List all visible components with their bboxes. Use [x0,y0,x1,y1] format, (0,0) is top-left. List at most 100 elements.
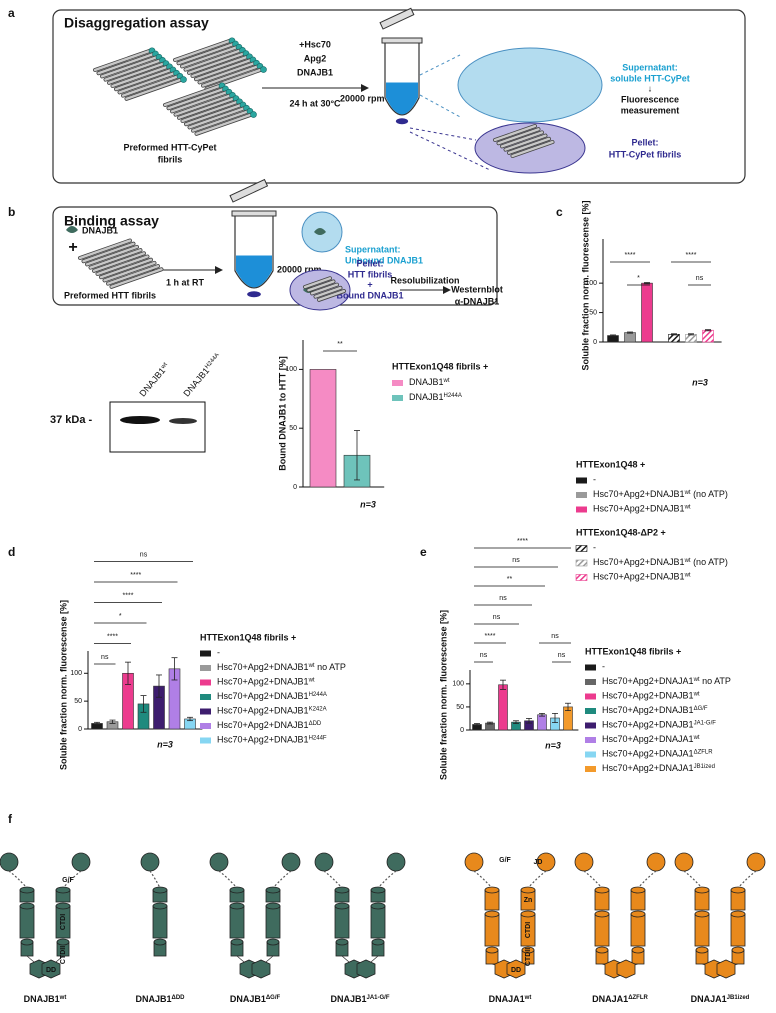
legend-swatch [585,679,596,685]
error-bar [171,657,178,681]
legend-name: Hsc70+Apg2+DNAJB1 [217,706,309,716]
legend-entry: Hsc70+Apg2+DNAJA1wt [602,734,700,744]
legend-name: - [217,648,220,658]
bar [641,282,653,343]
lane-label: DNAJB1H244A [182,352,224,399]
fibril [310,283,339,295]
domain-cylinder [694,913,710,947]
fibril [93,49,152,72]
linker [218,870,238,889]
legend-entry: DNAJB1wt [409,377,450,387]
fibril [188,106,246,129]
legend-swatch [575,545,588,552]
readout: α-DNAJB1 [455,296,500,306]
mw-marker: 37 kDa - [50,414,93,426]
legend-suffix: no ATP [700,676,731,686]
j-domain [140,852,160,872]
legend-entry: - [602,662,605,672]
legend-sup: JB1ized [694,764,715,770]
fibril [170,90,229,113]
connector [409,127,477,141]
error-bar [487,721,493,725]
construct-label: DNAJB1ΔG/F [230,994,281,1004]
legend-name: Hsc70+Apg2+DNAJB1 [602,705,694,715]
legend-swatch [200,665,211,671]
domain-cylinder [334,905,350,939]
domain-cap [594,910,610,918]
legend-sup: wt [684,558,691,564]
y-tick-label: 100 [452,681,464,688]
fibril [104,59,162,81]
fibril [511,140,554,158]
error-bar [140,695,147,713]
band [169,418,197,424]
construct-name: DNAJA1 [592,994,628,1004]
domain-cap [152,886,168,894]
y-axis-label: Bound DNAJB1 to HTT [%] [277,356,287,471]
error-bar [94,721,100,725]
dimerization-domain [251,959,271,979]
tube-lid [229,178,269,203]
legend-swatch [585,693,596,700]
fibril [167,87,225,110]
legend-sup: wt [693,677,700,683]
liquid [236,255,272,288]
domain-cap [335,938,349,946]
domain-cap [370,886,386,894]
legend-name: Hsc70+Apg2+DNAJB1 [593,557,685,567]
error-bar [627,331,633,334]
incubation: 1 h at RT [166,277,205,287]
legend-name: Hsc70+Apg2+DNAJA1 [602,749,694,759]
panel-label: a [8,6,15,20]
fibril [177,42,235,65]
legend-entry: Hsc70+Apg2+DNAJB1H244F [217,735,327,745]
domain-cap [595,946,609,954]
legend-name: Hsc70+Apg2+DNAJB1 [602,720,694,730]
legend-sup: H244A [444,393,462,399]
domain-cap [371,938,385,946]
domain-cylinder [229,905,245,939]
y-tick-label: 0 [593,339,597,346]
legend-name: Hsc70+Apg2+DNAJA1 [602,734,694,744]
legend-sup: wt [308,663,315,669]
speed: 20000 rpm [277,264,322,274]
blot [109,401,206,453]
y-tick-label: 100 [585,280,597,287]
panel-title: Binding assay [64,213,159,229]
domain-cap [265,886,281,894]
tube-lid [379,7,415,30]
y-tick-label: 50 [456,704,464,711]
domain-cap [19,902,35,910]
treatment: 24 h at 30°C [289,98,341,108]
fibril [180,45,239,68]
error-bar [474,723,480,726]
j-domain [646,852,666,872]
fibril [201,65,260,87]
legend-entry: DNAJB1H244A [409,392,462,402]
fibril [103,261,156,282]
legend-sup: H244F [309,735,327,741]
domain-cap [55,886,71,894]
construct-sup: JA1-G/F [367,995,390,1001]
domain-cap [153,938,167,946]
domain-cap [730,910,746,918]
legend-swatch [200,723,211,729]
error-bar [513,720,519,724]
error-bar [156,674,162,698]
supernatant-label: Supernatant: [345,244,401,254]
legend-name: Hsc70+Apg2+DNAJB1 [593,504,685,514]
domain-cap [594,886,610,894]
construct-name: DNAJA1 [489,994,525,1004]
legend-sup: ΔG/F [694,706,708,712]
legend-swatch [576,506,587,513]
fibril [110,268,163,288]
domain-label: CTDII [60,946,67,964]
legend-name: DNAJB1 [409,377,444,387]
dimerization-domain [356,959,376,979]
y-tick-label: 0 [293,484,297,491]
bar [685,334,697,343]
cypet [250,111,257,118]
j-domain [574,852,594,872]
domain-cap [265,902,281,910]
legend-sup: ΔDD [309,721,322,727]
